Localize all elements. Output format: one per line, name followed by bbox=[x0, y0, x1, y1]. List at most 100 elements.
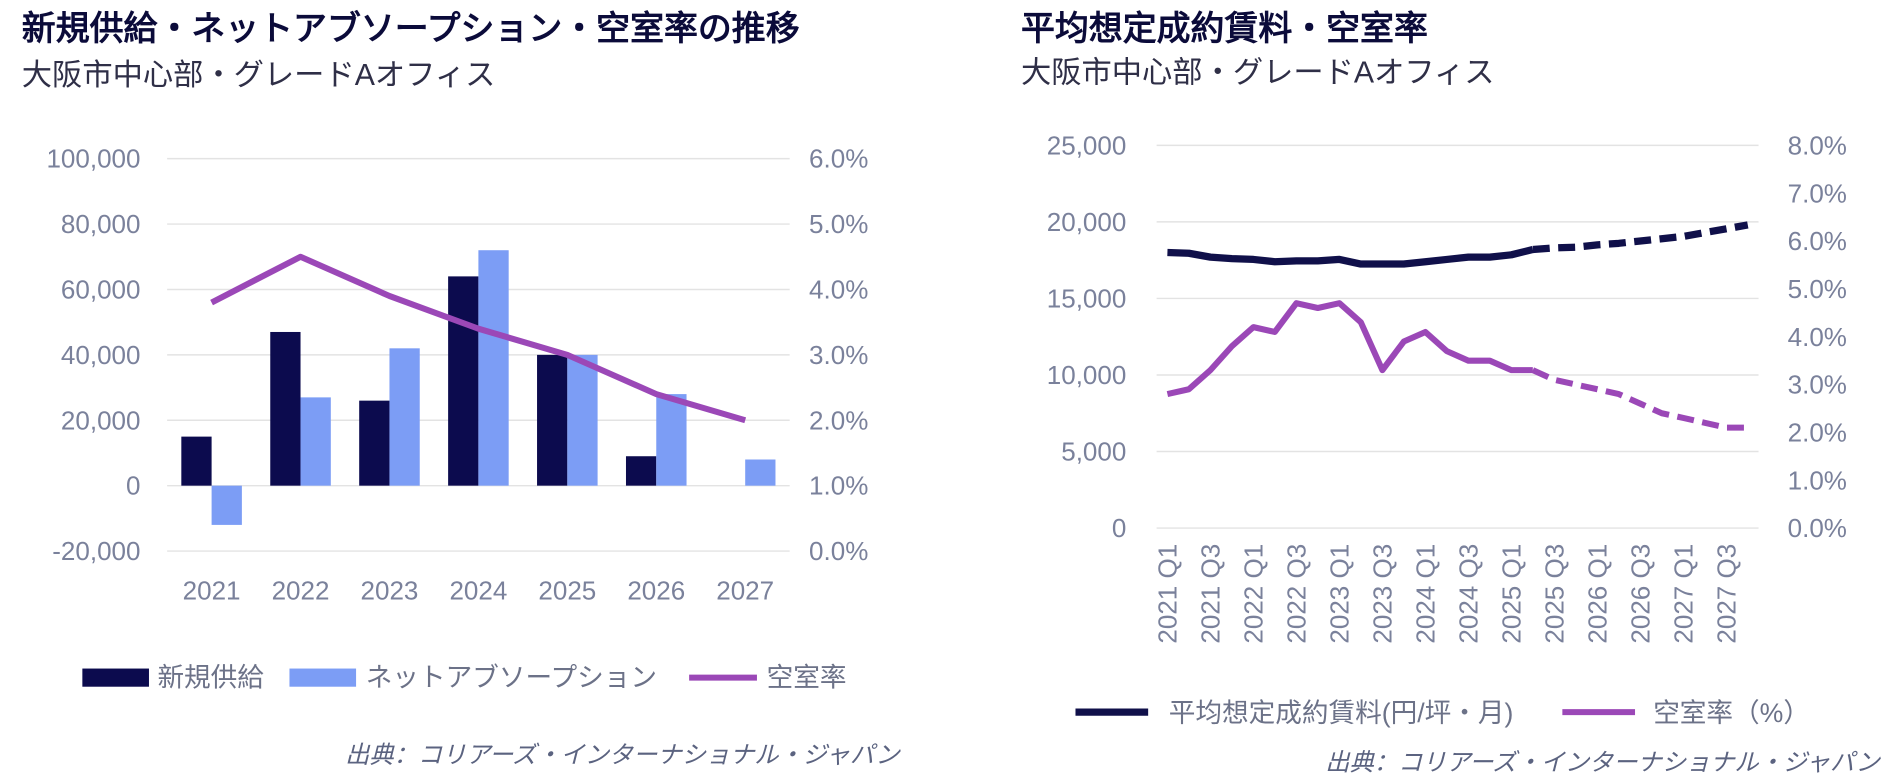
vacancy-rate-point bbox=[1250, 323, 1257, 330]
chart2-legend: 平均想定成約賃料(円/坪・月) 空室率（%） bbox=[1075, 698, 1810, 728]
legend-swatch-new-supply bbox=[82, 668, 149, 687]
vacancy-rate-forecast-line bbox=[1531, 367, 1748, 431]
average-rent-point bbox=[1185, 250, 1192, 257]
y-axis-tick-label: -20,000 bbox=[52, 536, 140, 566]
average-rent-point bbox=[1357, 260, 1364, 267]
new-supply-bar bbox=[359, 400, 390, 486]
x-axis-tick-label: 2023 bbox=[361, 576, 419, 606]
chart1-right-axis: 0.0% 1.0% 2.0% 3.0% 4.0% 5.0% 6.0% bbox=[809, 144, 868, 566]
vacancy-rate-point bbox=[1293, 300, 1300, 307]
new-supply-bar bbox=[537, 354, 568, 486]
y-axis-tick-label: 25,000 bbox=[1047, 130, 1127, 160]
x-axis-tick-label: 2021 Q1 bbox=[1152, 544, 1182, 644]
net-absorption-bar bbox=[567, 354, 598, 486]
y2-axis-tick-label: 5.0% bbox=[1788, 274, 1847, 304]
chart1-lines bbox=[208, 253, 749, 424]
vacancy-rate-point bbox=[208, 299, 215, 306]
y-axis-tick-label: 5,000 bbox=[1061, 437, 1126, 467]
vacancy-rate-point bbox=[1422, 328, 1429, 335]
vacancy-rate-point bbox=[1508, 367, 1515, 374]
x-axis-tick-label: 2021 bbox=[183, 576, 241, 606]
chart2-left-axis: 0 5,000 10,000 15,000 20,000 25,000 bbox=[1047, 130, 1127, 543]
legend-label-average-rent: 平均想定成約賃料(円/坪・月) bbox=[1169, 698, 1514, 728]
vacancy-rate-point bbox=[653, 390, 660, 397]
legend-label-vacancy-rate: 空室率 bbox=[767, 663, 847, 693]
x-axis-tick-label: 2022 bbox=[272, 576, 330, 606]
chart-rent-vacancy: 平均想定成約賃料・空室率 大阪市中心部・グレードAオフィス 0 5,000 10,0… bbox=[1021, 9, 1881, 776]
vacancy-rate-point bbox=[1357, 319, 1364, 326]
vacancy-rate-forecast-point bbox=[1637, 400, 1644, 407]
vacancy-rate-point bbox=[1228, 343, 1235, 350]
vacancy-rate-point bbox=[386, 292, 393, 299]
average-rent-point bbox=[1508, 251, 1515, 258]
average-rent-forecast-point bbox=[1529, 246, 1536, 253]
vacancy-rate-point bbox=[1314, 304, 1321, 311]
new-supply-bar bbox=[270, 331, 301, 486]
average-rent-line bbox=[1167, 245, 1534, 268]
average-rent-forecast-point bbox=[1594, 241, 1601, 248]
x-axis-tick-label: 2021 Q3 bbox=[1195, 544, 1225, 644]
chart1-source: 出典：コリアーズ・インターナショナル・ジャパン bbox=[345, 742, 901, 769]
net-absorption-bar bbox=[745, 459, 776, 486]
vacancy-rate-forecast-point bbox=[1701, 419, 1708, 426]
vacancy-rate-forecast-point bbox=[1594, 386, 1601, 393]
net-absorption-bar bbox=[211, 485, 242, 525]
average-rent-point bbox=[1207, 253, 1214, 260]
average-rent-point bbox=[1250, 256, 1257, 263]
chart2-x-axis: 2021 Q1 2021 Q3 2022 Q1 2022 Q3 2023 Q1 2023 … bbox=[1152, 544, 1741, 644]
vacancy-rate-forecast-point bbox=[1615, 390, 1622, 397]
y2-axis-tick-label: 4.0% bbox=[809, 275, 868, 305]
vacancy-rate-point bbox=[1336, 300, 1343, 307]
y2-axis-tick-label: 4.0% bbox=[1788, 322, 1847, 352]
chart2-source: 出典：コリアーズ・インターナショナル・ジャパン bbox=[1325, 749, 1881, 776]
legend-swatch-net-absorption bbox=[289, 668, 357, 687]
x-axis-tick-label: 2025 Q1 bbox=[1496, 544, 1526, 644]
net-absorption-bar bbox=[300, 397, 331, 486]
vacancy-rate-forecast-point bbox=[1658, 410, 1665, 417]
y2-axis-tick-label: 3.0% bbox=[809, 340, 868, 370]
chart-supply-absorption-vacancy: 新規供給・ネットアブソープション・空室率の推移 大阪市中心部・グレードAオフィス… bbox=[22, 9, 902, 769]
average-rent-forecast-point bbox=[1723, 225, 1730, 232]
vacancy-rate-line bbox=[210, 253, 747, 424]
y2-axis-tick-label: 0.0% bbox=[809, 536, 868, 566]
y2-axis-tick-label: 1.0% bbox=[1788, 465, 1847, 495]
average-rent-point bbox=[1465, 253, 1472, 260]
average-rent-forecast-point bbox=[1658, 235, 1665, 242]
vacancy-rate-point bbox=[1271, 328, 1278, 335]
average-rent-point bbox=[1314, 257, 1321, 264]
y2-axis-tick-label: 6.0% bbox=[809, 144, 868, 174]
y-axis-tick-label: 60,000 bbox=[61, 275, 141, 305]
x-axis-tick-label: 2023 Q1 bbox=[1324, 544, 1354, 644]
vacancy-rate-forecast-point bbox=[1572, 381, 1579, 388]
vacancy-rate-point bbox=[1185, 386, 1192, 393]
chart2-lines bbox=[1166, 221, 1749, 431]
chart1-title: 新規供給・ネットアブソープション・空室率の推移 bbox=[22, 9, 800, 48]
average-rent-point bbox=[1271, 258, 1278, 265]
y-axis-tick-label: 0 bbox=[1112, 513, 1126, 543]
legend-label-net-absorption: ネットアブソープション bbox=[366, 663, 657, 693]
average-rent-point bbox=[1443, 256, 1450, 263]
y2-axis-tick-label: 7.0% bbox=[1788, 178, 1847, 208]
vacancy-rate-point bbox=[742, 417, 749, 424]
chart1-x-axis: 2021 2022 2023 2024 2025 2026 2027 bbox=[183, 576, 774, 606]
average-rent-point bbox=[1486, 253, 1493, 260]
new-supply-bar bbox=[448, 276, 479, 486]
net-absorption-bar bbox=[389, 348, 420, 486]
y2-axis-tick-label: 1.0% bbox=[809, 471, 868, 501]
chart1-subtitle: 大阪市中心部・グレードAオフィス bbox=[22, 58, 496, 92]
x-axis-tick-label: 2022 Q3 bbox=[1281, 544, 1311, 644]
x-axis-tick-label: 2026 Q1 bbox=[1582, 544, 1612, 644]
chart1-bars bbox=[181, 250, 776, 525]
x-axis-tick-label: 2026 Q3 bbox=[1625, 544, 1655, 644]
chart2-subtitle: 大阪市中心部・グレードAオフィス bbox=[1021, 55, 1495, 89]
vacancy-rate-point bbox=[1400, 338, 1407, 345]
y2-axis-tick-label: 0.0% bbox=[1788, 513, 1847, 543]
y2-axis-tick-label: 5.0% bbox=[809, 209, 868, 239]
average-rent-point bbox=[1379, 260, 1386, 267]
chart2-right-axis: 0.0% 1.0% 2.0% 3.0% 4.0% 5.0% 6.0% 7.0% 8.0% bbox=[1788, 130, 1847, 543]
net-absorption-bar bbox=[656, 394, 687, 486]
x-axis-tick-label: 2027 Q3 bbox=[1711, 544, 1741, 644]
average-rent-forecast-point bbox=[1615, 240, 1622, 247]
y2-axis-tick-label: 8.0% bbox=[1788, 130, 1847, 160]
chart2-title: 平均想定成約賃料・空室率 bbox=[1021, 9, 1428, 48]
